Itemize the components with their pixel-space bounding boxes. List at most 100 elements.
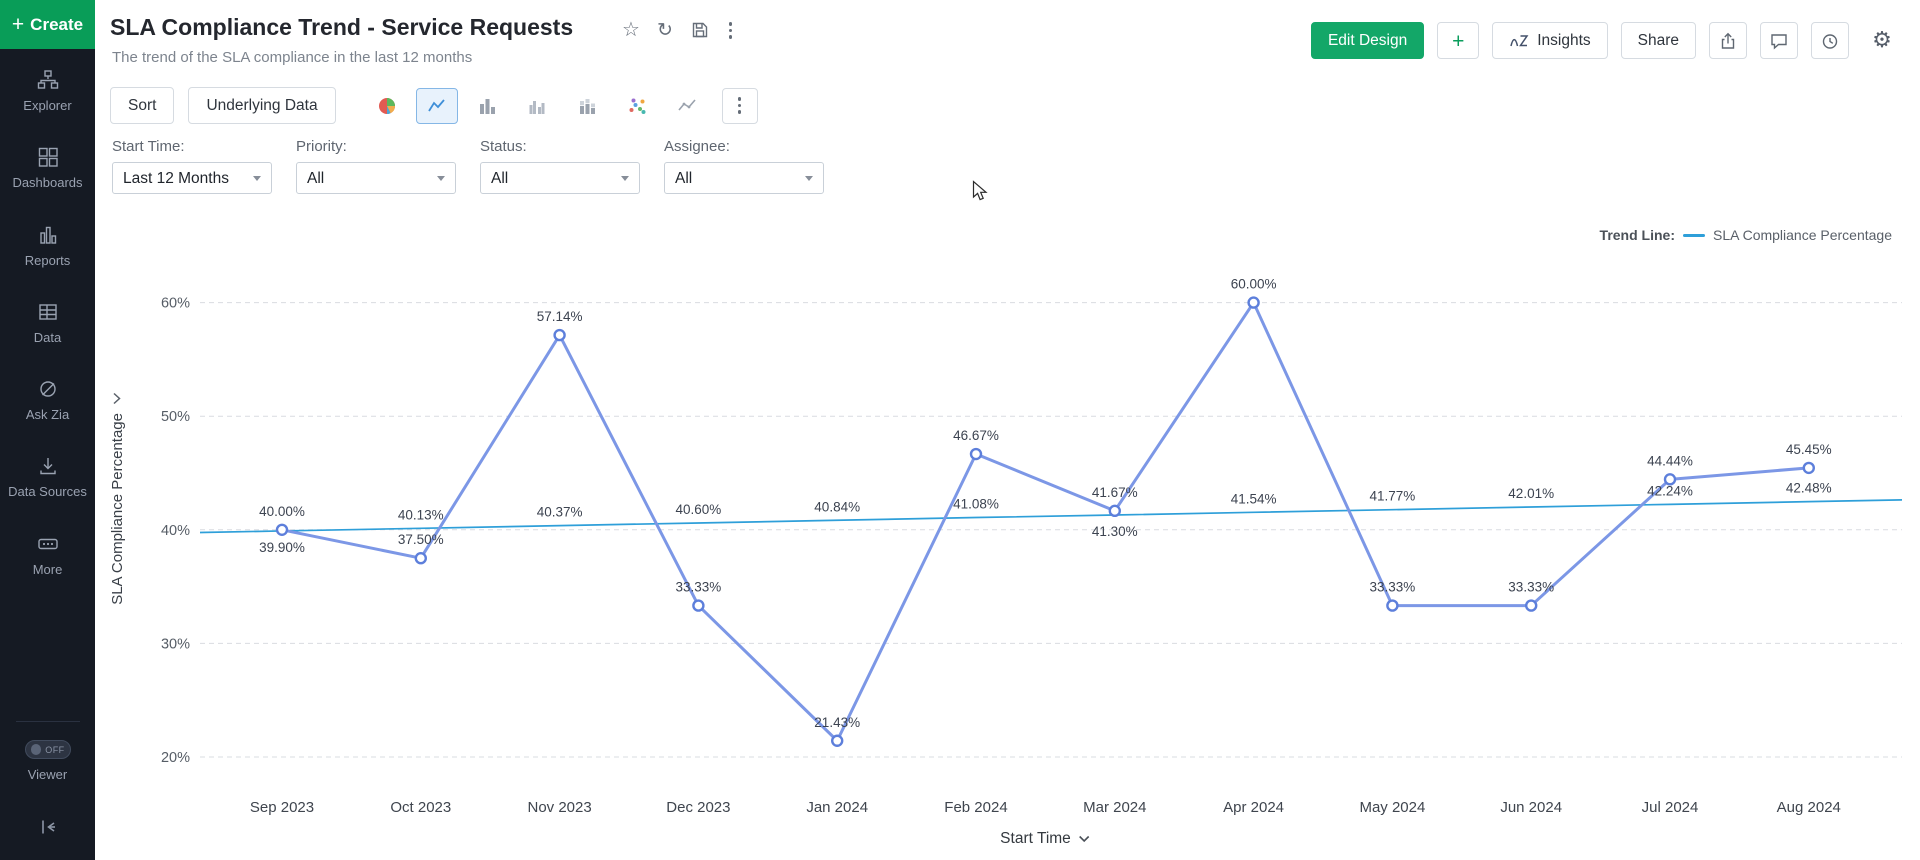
trend-label: 40.37% (537, 505, 583, 520)
legend-series-label[interactable]: SLA Compliance Percentage (1713, 227, 1892, 243)
data-point[interactable] (692, 599, 705, 612)
y-axis-expand-icon[interactable] (112, 392, 122, 405)
viewer-toggle[interactable]: OFF (24, 740, 71, 759)
dashboards-icon (38, 148, 58, 167)
x-tick-label: Sep 2023 (250, 799, 314, 816)
data-point[interactable] (414, 552, 427, 565)
data-label: 21.43% (814, 715, 860, 730)
data-point[interactable] (553, 328, 566, 342)
filter-label: Status: (480, 138, 527, 155)
sidebar-item-ask-zia[interactable]: Ask Zia (0, 362, 95, 439)
sidebar: Create Explorer Dashboards Reports (0, 0, 95, 860)
share-button[interactable]: Share (1620, 22, 1696, 59)
data-point[interactable] (1802, 461, 1816, 475)
bar-chart-icon[interactable] (466, 88, 508, 124)
line-chart-icon[interactable] (415, 87, 458, 124)
combo-chart-icon[interactable] (666, 88, 708, 124)
comments-button[interactable] (1760, 22, 1798, 59)
sidebar-item-label: Data (33, 329, 62, 345)
data-point[interactable] (831, 734, 844, 747)
save-icon[interactable] (690, 20, 710, 40)
insights-label: Insights (1537, 31, 1591, 49)
clustered-bar-chart-icon[interactable] (516, 88, 558, 124)
sidebar-item-label: Data Sources (8, 484, 87, 500)
mouse-cursor (972, 180, 989, 208)
data-point[interactable] (275, 523, 289, 536)
data-label: 46.67% (953, 428, 999, 443)
plus-icon (12, 14, 24, 36)
data-point[interactable] (969, 447, 983, 461)
trend-label: 41.54% (1231, 491, 1277, 506)
chart-legend: Trend Line: SLA Compliance Percentage (1600, 227, 1892, 243)
x-axis-title-label: Start Time (1000, 830, 1071, 847)
reports-icon (39, 226, 56, 244)
sidebar-item-explorer[interactable]: Explorer (0, 53, 95, 130)
start-time-select[interactable]: Last 12 Months (112, 162, 272, 194)
favorite-star-icon[interactable] (622, 20, 640, 40)
y-tick-label: 60% (161, 296, 190, 312)
data-point[interactable] (1663, 473, 1677, 486)
x-tick-label: Dec 2023 (666, 799, 730, 816)
sidebar-item-label: Dashboards (12, 175, 83, 191)
y-tick-label: 50% (161, 409, 190, 425)
sidebar-item-label: Ask Zia (25, 407, 70, 422)
pie-chart-icon[interactable] (366, 88, 408, 124)
sidebar-item-dashboards[interactable]: Dashboards (0, 130, 95, 207)
filter-priority: Priority: All (296, 138, 456, 194)
more-icon (37, 538, 58, 549)
trend-label: 42.48% (1786, 481, 1832, 496)
stacked-bar-chart-icon[interactable] (566, 88, 608, 124)
data-label: 33.33% (1508, 580, 1554, 595)
sidebar-item-reports[interactable]: Reports (0, 208, 95, 285)
priority-select[interactable]: All (296, 162, 456, 194)
trend-label: 42.01% (1508, 486, 1554, 501)
status-select[interactable]: All (480, 162, 640, 194)
export-button[interactable] (1709, 22, 1747, 59)
history-clock-icon (1822, 33, 1838, 49)
x-axis-title[interactable]: Start Time (1000, 830, 1090, 848)
collapse-sidebar-button[interactable] (0, 816, 95, 838)
x-tick-label: Mar 2024 (1083, 799, 1146, 816)
title-more-menu-icon[interactable] (727, 20, 735, 41)
x-tick-label: Oct 2023 (390, 799, 451, 816)
x-tick-label: Feb 2024 (944, 799, 1007, 816)
plus-icon (1452, 28, 1464, 54)
y-axis-title-block: SLA Compliance Percentage (104, 392, 130, 605)
trend-label: 42.24% (1647, 483, 1693, 498)
create-button[interactable]: Create (0, 0, 95, 49)
edit-design-button[interactable]: Edit Design (1310, 22, 1425, 59)
history-button[interactable] (1811, 22, 1849, 59)
sidebar-item-data[interactable]: Data (0, 285, 95, 362)
x-tick-label: Nov 2023 (527, 799, 591, 816)
trend-label: 40.13% (398, 507, 444, 522)
sidebar-item-data-sources[interactable]: Data Sources (0, 439, 95, 516)
underlying-data-button[interactable]: Underlying Data (188, 87, 336, 124)
legend-title: Trend Line: (1599, 227, 1675, 243)
assignee-select[interactable]: All (664, 162, 824, 194)
data-point[interactable] (1524, 599, 1538, 612)
data-point[interactable] (1247, 296, 1260, 309)
create-label: Create (30, 14, 84, 34)
add-button[interactable] (1437, 22, 1480, 59)
zia-icon (1510, 35, 1529, 47)
data-point[interactable] (1108, 504, 1121, 518)
y-tick-label: 30% (161, 636, 190, 652)
gear-icon (1872, 29, 1892, 52)
refresh-icon[interactable] (657, 21, 673, 40)
trend-label: 41.08% (953, 497, 999, 512)
trend-line[interactable] (199, 498, 1903, 534)
y-axis-title: SLA Compliance Percentage (108, 413, 126, 605)
series-line[interactable] (280, 301, 1811, 743)
more-chart-types-button[interactable] (721, 87, 758, 124)
sort-button[interactable]: Sort (110, 87, 175, 124)
trend-label: 40.60% (676, 502, 722, 517)
data-label: 40.00% (259, 504, 305, 519)
insights-button[interactable]: Insights (1492, 22, 1608, 59)
settings-button[interactable] (1862, 22, 1902, 59)
sidebar-item-label: More (32, 561, 63, 577)
sidebar-item-more[interactable]: More (0, 517, 95, 594)
y-tick-label: 40% (161, 523, 190, 539)
x-tick-label: May 2024 (1359, 799, 1425, 816)
data-point[interactable] (1386, 599, 1399, 612)
scatter-plot-icon[interactable] (616, 88, 658, 124)
